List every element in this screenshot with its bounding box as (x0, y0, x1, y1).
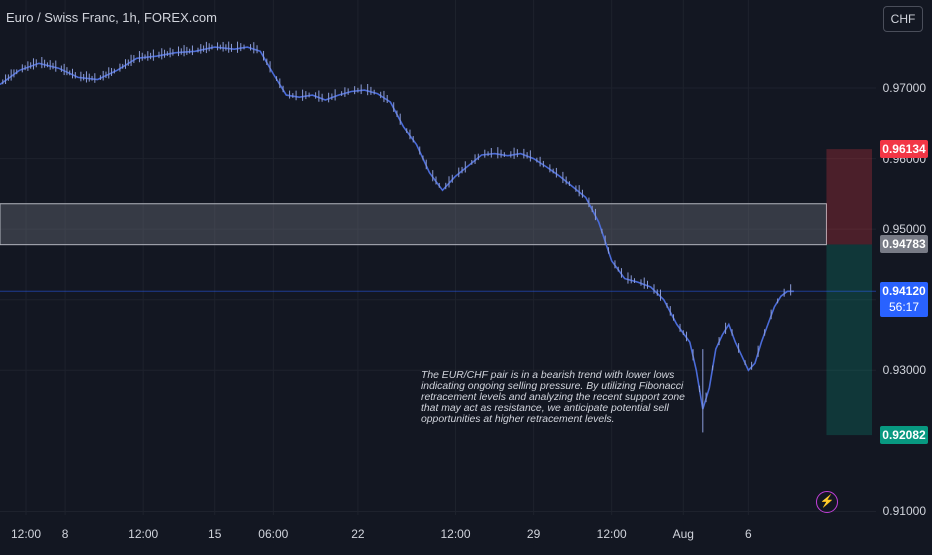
x-tick-label: 8 (61, 527, 69, 541)
stop-loss-zone (826, 149, 872, 245)
x-tick-label: 29 (526, 527, 541, 541)
take-profit-zone (826, 244, 872, 436)
current-price-tag: 0.94120 56:17 (880, 282, 928, 318)
y-tick-label: 0.97000 (882, 80, 926, 95)
x-tick-label: 6 (745, 527, 752, 541)
lightning-bolt-icon[interactable]: ⚡ (816, 491, 838, 513)
analysis-note: The EUR/CHF pair is in a bearish trend w… (421, 370, 685, 425)
x-tick-label: Aug (672, 527, 694, 541)
x-tick-label: 12:00 (128, 527, 159, 541)
y-tick-label: 0.93000 (882, 363, 926, 378)
price-tag: 0.96134 (880, 140, 928, 159)
x-tick-label: 12:00 (596, 527, 627, 541)
chart-title: Euro / Swiss Franc, 1h, FOREX.com (6, 10, 217, 25)
x-tick-label: 22 (351, 527, 365, 541)
x-tick-label: 12:00 (11, 527, 42, 541)
x-tick-label: 06:00 (258, 527, 289, 541)
price-tag: 0.92082 (880, 426, 928, 445)
x-tick-label: 15 (208, 527, 222, 541)
support-zone (0, 203, 827, 246)
y-tick-label: 0.95000 (882, 222, 926, 237)
current-price-value: 0.94120 (882, 284, 926, 299)
y-tick-label: 0.91000 (882, 504, 926, 519)
currency-button[interactable]: CHF (883, 6, 923, 32)
price-tag: 0.94783 (880, 235, 928, 254)
bar-countdown: 56:17 (888, 300, 920, 315)
x-tick-label: 12:00 (440, 527, 471, 541)
